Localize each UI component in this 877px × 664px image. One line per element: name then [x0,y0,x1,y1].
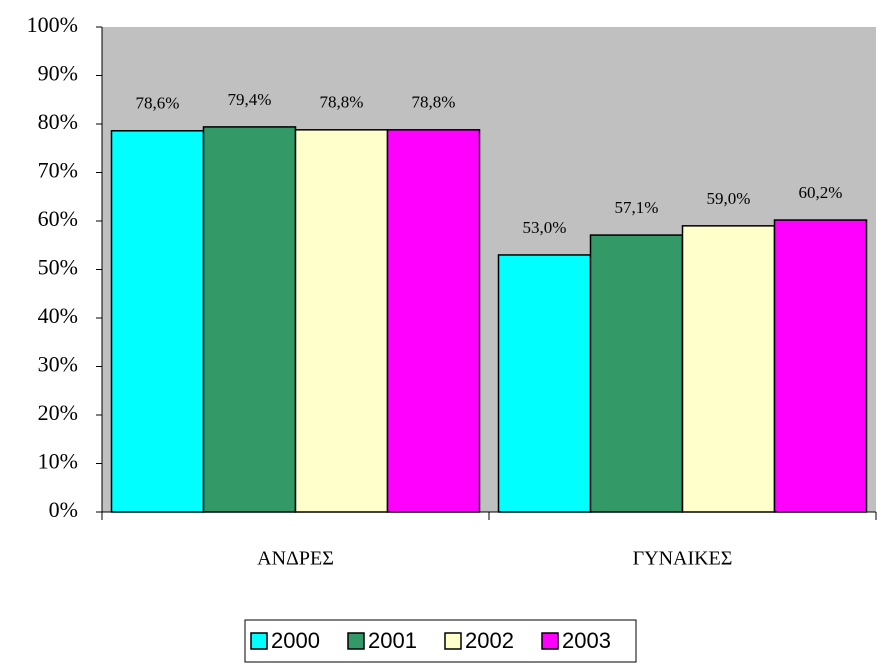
y-tick-label: 20% [38,400,78,425]
x-tick-label: ΓΥΝΑΙΚΕΣ [633,548,733,570]
y-tick-label: 90% [38,61,78,86]
legend-label: 2000 [271,628,320,653]
x-tick-label: ΑΝΔΡΕΣ [257,548,334,570]
data-label: 78,8% [320,93,364,112]
legend-swatch [250,632,268,650]
bar [497,254,592,513]
data-label: 53,0% [523,218,567,237]
y-tick-label: 50% [38,255,78,280]
legend-swatch [347,632,365,650]
bar [681,225,776,513]
data-label: 59,0% [707,189,751,208]
data-label: 78,8% [412,93,456,112]
bar [202,126,297,513]
data-label: 60,2% [799,183,843,202]
y-tick-label: 80% [38,109,78,134]
legend-box [244,619,637,663]
bar [294,129,389,513]
y-tick-label: 10% [38,449,78,474]
legend-swatch [541,632,559,650]
bar [110,130,205,513]
data-label: 57,1% [615,198,659,217]
y-tick-label: 40% [38,303,78,328]
bar [589,234,684,513]
y-tick-label: 70% [38,158,78,183]
y-tick-label: 100% [27,12,78,37]
bar [386,129,481,513]
data-label: 79,4% [228,90,272,109]
y-tick-label: 30% [38,352,78,377]
y-tick-label: 0% [49,497,78,522]
y-tick-label: 60% [38,206,78,231]
legend-label: 2003 [562,628,611,653]
legend-swatch [444,632,462,650]
legend-label: 2001 [368,628,417,653]
legend-label: 2002 [465,628,514,653]
bar [773,219,868,513]
data-label: 78,6% [136,94,180,113]
